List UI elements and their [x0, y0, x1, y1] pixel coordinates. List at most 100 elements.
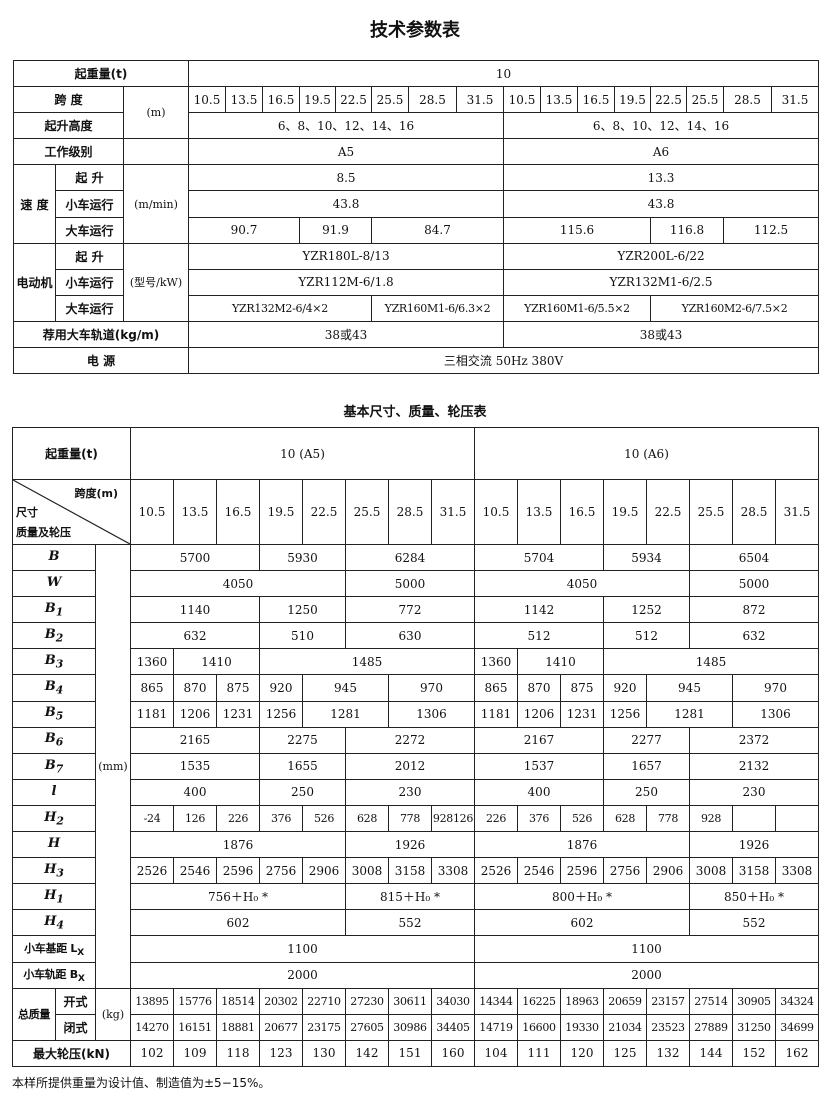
- value-cell: 5704: [474, 543, 604, 572]
- value-cell: 28.5: [723, 86, 772, 114]
- value-cell: 4050: [474, 570, 690, 598]
- row-lift-height: 起升高度 6、8、10、12、14、16 6、8、10、12、14、16: [13, 112, 820, 140]
- value-cell: 125: [603, 1039, 647, 1067]
- label-cell: 开式: [55, 987, 96, 1015]
- value-cell: 102: [130, 1039, 174, 1067]
- value-cell: 14270: [130, 1013, 174, 1041]
- symbol-label: H: [47, 835, 61, 851]
- value-cell: 23157: [646, 987, 690, 1015]
- value-cell: 1926: [689, 831, 819, 859]
- value-cell: 34699: [775, 1013, 819, 1041]
- value-cell: 2756: [603, 857, 647, 885]
- row-h: H 1876 1926 1876 1926: [12, 831, 819, 859]
- value-cell: 526: [302, 804, 346, 833]
- unit-cell: (m): [123, 86, 189, 140]
- symbol-label: l: [51, 783, 57, 799]
- value-cell: 850＋H₀ *: [689, 883, 819, 911]
- spec-table-title: 技术参数表: [370, 20, 460, 41]
- row-label: H: [12, 831, 96, 859]
- value-cell: 1360: [474, 648, 518, 676]
- value-cell: 3008: [689, 857, 733, 885]
- value-cell: 920: [603, 674, 647, 702]
- row-speed-hoist: 速 度起 升 (m/min) 8.5 13.3: [13, 164, 820, 244]
- value-cell: 13.5: [173, 479, 217, 545]
- symbol-subscript: 4: [55, 683, 64, 697]
- value-cell: 2526: [474, 857, 518, 885]
- value-cell: 90.7: [188, 216, 300, 244]
- value-cell: 13.5: [225, 86, 263, 114]
- value-cell: 22.5: [335, 86, 372, 114]
- value-cell: 2596: [560, 857, 604, 885]
- value-cell: 1306: [388, 700, 475, 728]
- unit-cell: (mm): [95, 544, 131, 989]
- value-cell: 16225: [517, 987, 561, 1015]
- row-b7: B7 1535 1655 2012 1537 1657 2132: [12, 752, 819, 780]
- value-cell: 526: [560, 804, 604, 833]
- symbol-label: B: [44, 627, 56, 643]
- label-cell: 小车运行: [55, 190, 124, 218]
- diagonal-divider: [13, 480, 130, 544]
- symbol-subscript: 3: [56, 866, 64, 880]
- value-cell: 5700: [130, 543, 260, 572]
- value-cell: 970: [388, 674, 475, 702]
- value-cell: 628: [345, 804, 389, 833]
- value-cell: 152: [732, 1039, 776, 1067]
- symbol-subscript: 5: [55, 709, 64, 723]
- value-cell: 28.5: [408, 86, 457, 114]
- value-cell: YZR200L-6/22: [502, 242, 820, 270]
- row-speed-trolley: 小车运行 43.8 43.8: [14, 190, 820, 218]
- diag-mass-label: 质量及轮压: [16, 526, 71, 539]
- row-span-header: 跨度(m) 尺寸 质量及轮压 10.5 13.5 16.5 19.5 22.5 25.5 28.5…: [12, 479, 819, 545]
- value-cell: 3308: [431, 857, 475, 885]
- row-w: W 4050 5000 4050 5000: [12, 570, 819, 598]
- value-cell: 1926: [345, 831, 475, 859]
- value-cell: 5930: [259, 543, 346, 572]
- symbol-label: B: [44, 757, 56, 773]
- value-cell: 2272: [345, 726, 475, 754]
- value-cell: 2012: [345, 752, 475, 780]
- value-cell: 872: [689, 596, 819, 624]
- row-b1: B1 1140 1250 772 1142 1252 872: [12, 596, 819, 624]
- symbol-label: H: [44, 809, 57, 825]
- unit-cell: (kg): [95, 987, 131, 1041]
- value-cell: 8.5: [188, 164, 504, 192]
- row-label: 小车基距 LX: [12, 935, 96, 963]
- value-cell: 10.5: [474, 479, 518, 545]
- value-cell: YZR112M-6/1.8: [188, 268, 504, 296]
- value-cell: 1657: [603, 752, 690, 780]
- value-cell: 2165: [130, 726, 260, 754]
- value-cell: 928: [689, 804, 733, 833]
- value-cell: 778: [388, 804, 432, 833]
- label-cell: 小车运行: [55, 268, 124, 296]
- value-cell: 28.5: [732, 479, 776, 545]
- value-cell: 13.5: [517, 479, 561, 545]
- value-cell: 1655: [259, 752, 346, 780]
- value-cell: 815＋H₀ *: [345, 883, 475, 911]
- value-cell: 1206: [173, 700, 217, 728]
- value-cell: 16151: [173, 1013, 217, 1041]
- value-cell: 1181: [474, 700, 518, 728]
- symbol-label: B: [48, 548, 60, 564]
- value-cell: 10 (A5): [130, 427, 475, 480]
- value-cell: 628: [603, 804, 647, 833]
- row-b4: B4 865 870 875 920 945 970 865 870 875 920 945 970: [12, 674, 819, 702]
- value-cell: 19.5: [259, 479, 303, 545]
- row-label: B: [12, 543, 96, 572]
- symbol-subscript: 3: [55, 657, 64, 671]
- value-cell: 20659: [603, 987, 647, 1015]
- row-max-wheel-load: 最大轮压(kN) 102 109 118 123 130 142 151 160 104 111 12…: [12, 1039, 819, 1067]
- value-cell: 23175: [302, 1013, 346, 1041]
- value-cell: 111: [517, 1039, 561, 1067]
- value-cell: 865: [130, 674, 174, 702]
- value-cell: 16.5: [262, 86, 300, 114]
- value-cell: 19.5: [603, 479, 647, 545]
- value-cell: 400: [130, 778, 260, 806]
- label-cell: 起 升: [55, 164, 124, 192]
- value-cell: 1252: [603, 596, 690, 624]
- value-cell: 91.9: [299, 216, 372, 244]
- value-cell: 126: [173, 804, 217, 833]
- value-cell: 142: [345, 1039, 389, 1067]
- value-cell: 630: [345, 622, 475, 650]
- value-cell: 602: [474, 909, 690, 937]
- value-cell: 25.5: [689, 479, 733, 545]
